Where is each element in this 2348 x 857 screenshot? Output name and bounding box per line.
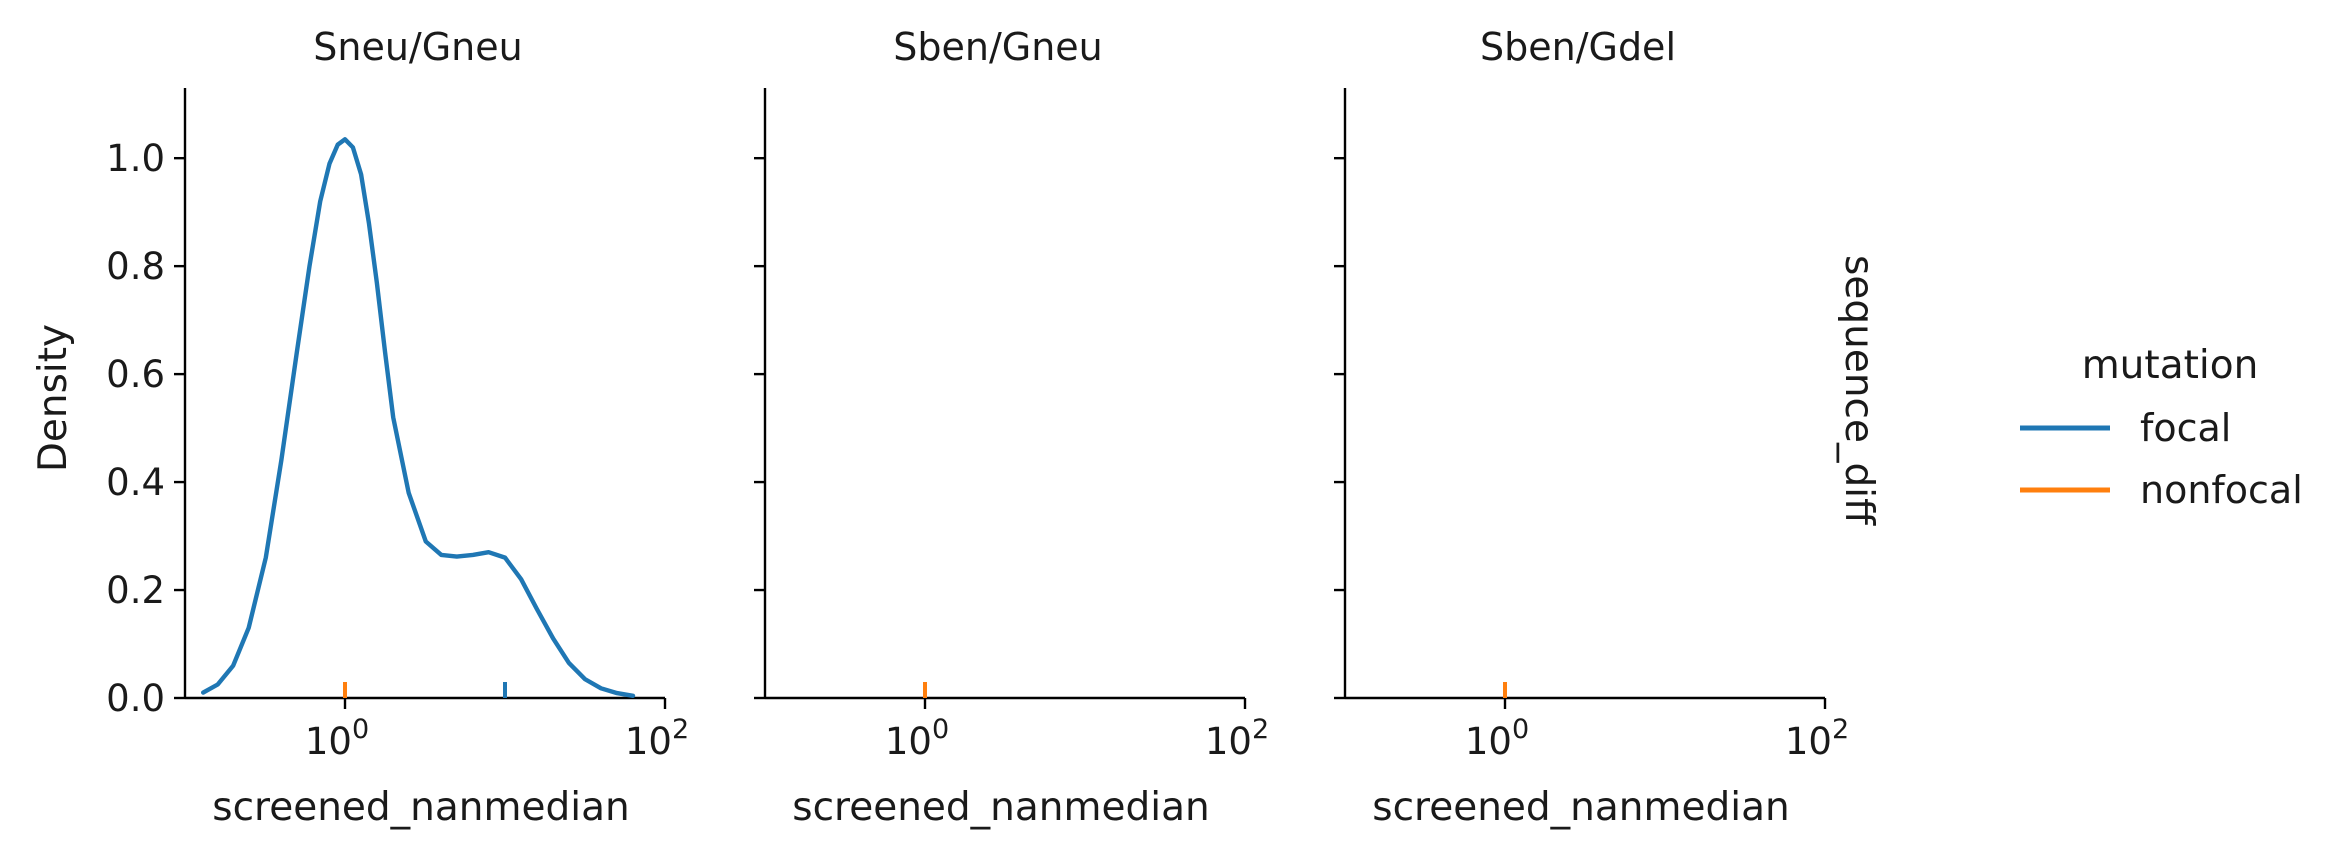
panel-title: Sben/Gneu [893, 25, 1103, 69]
panel-1: Sneu/Gneu 0.0 0.2 0.4 0.6 0.8 1.0 100 102 screene… [31, 25, 689, 830]
y-axis-label: Density [31, 324, 76, 472]
panel-title: Sneu/Gneu [313, 25, 522, 69]
x-tick-label: 100 [1465, 714, 1529, 763]
y-tick-label: 0.4 [106, 461, 165, 504]
x-tick-label: 100 [885, 714, 949, 763]
x-tick-label: 102 [1205, 714, 1269, 763]
x-tick-label: 100 [305, 714, 369, 763]
y-tick-label: 0.6 [106, 353, 165, 396]
y-tick-label: 0.2 [106, 569, 165, 612]
legend-label-nonfocal: nonfocal [2140, 468, 2303, 512]
kde-curve-focal [200, 137, 636, 698]
panel-3: Sben/Gdel 100 102 screened_nanmedian [1334, 25, 1849, 830]
panel-title: Sben/Gdel [1480, 25, 1676, 69]
row-label: sequence_diff [1836, 255, 1881, 526]
x-axis-label: screened_nanmedian [792, 785, 1209, 830]
x-axis-label: screened_nanmedian [1372, 785, 1789, 830]
legend-title: mutation [2082, 343, 2259, 388]
panels-layer: Sneu/Gneu 0.0 0.2 0.4 0.6 0.8 1.0 100 102 screene… [31, 25, 1849, 830]
x-tick-label: 102 [1785, 714, 1849, 763]
y-tick-label: 0.0 [106, 677, 165, 720]
y-tick-label: 0.8 [106, 245, 165, 288]
legend-label-focal: focal [2140, 406, 2231, 450]
y-tick-label: 1.0 [106, 137, 165, 180]
x-tick-label: 102 [625, 714, 689, 763]
legend: mutation focal nonfocal [2020, 343, 2303, 512]
panel-2: Sben/Gneu 100 102 screened_nanmedian [754, 25, 1269, 830]
x-axis-label: screened_nanmedian [212, 785, 629, 830]
